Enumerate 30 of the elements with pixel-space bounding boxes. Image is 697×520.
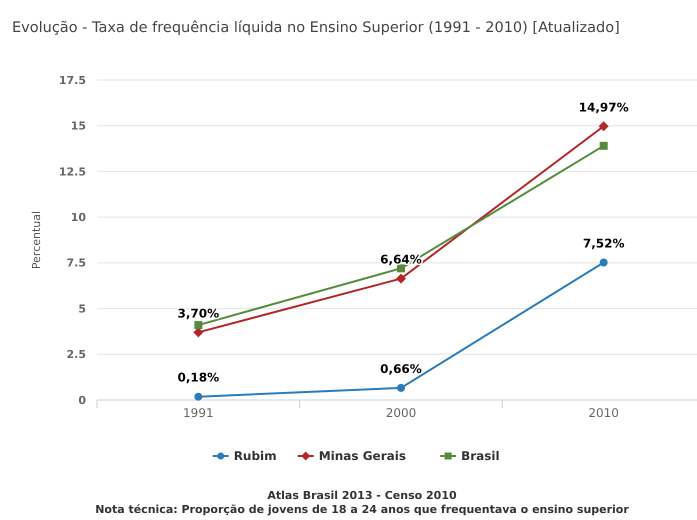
x-tick-label: 2010: [588, 406, 619, 420]
x-tick-label: 1991: [183, 406, 214, 420]
legend-label: Brasil: [461, 449, 500, 464]
y-tick-label: 12.5: [58, 165, 86, 178]
y-tick-label: 5: [78, 302, 86, 316]
data-label: 3,70%: [178, 306, 220, 320]
point: [396, 274, 406, 284]
text: Nota técnica: Proporção de jovens de 18 a 24 anos que frequentava o ensino superior: [95, 503, 630, 516]
point: [194, 392, 202, 401]
data-label: 0,66%: [380, 362, 422, 376]
point: [397, 384, 405, 392]
y-tick-label: 2.5: [66, 348, 86, 362]
legend-label: Rubim: [234, 449, 277, 464]
y-axis-title: Percentual: [30, 210, 43, 270]
y-tick-label: 17.5: [58, 74, 86, 87]
x-tick-label: 2000: [386, 406, 416, 420]
legend-label: Minas Gerais: [318, 449, 406, 464]
data-label: 14,97%: [578, 100, 629, 114]
point: [194, 321, 202, 330]
data-label: 0,18%: [178, 370, 220, 385]
point: [600, 142, 608, 150]
y-tick-label: 7.5: [66, 256, 86, 270]
chart-title: Evolução - Taxa de frequência líquida no Ensino Superior (1991 - 2010) [Atualizado]: [12, 20, 620, 36]
y-tick-label: 10: [70, 210, 86, 224]
point: [598, 121, 609, 132]
point: [600, 258, 608, 266]
y-tick-label: 15: [70, 120, 86, 133]
data-label: 7,52%: [582, 236, 624, 250]
y-tick-label: 0: [78, 394, 86, 407]
text: Atlas Brasil 2013 - Censo 2010: [267, 489, 457, 502]
